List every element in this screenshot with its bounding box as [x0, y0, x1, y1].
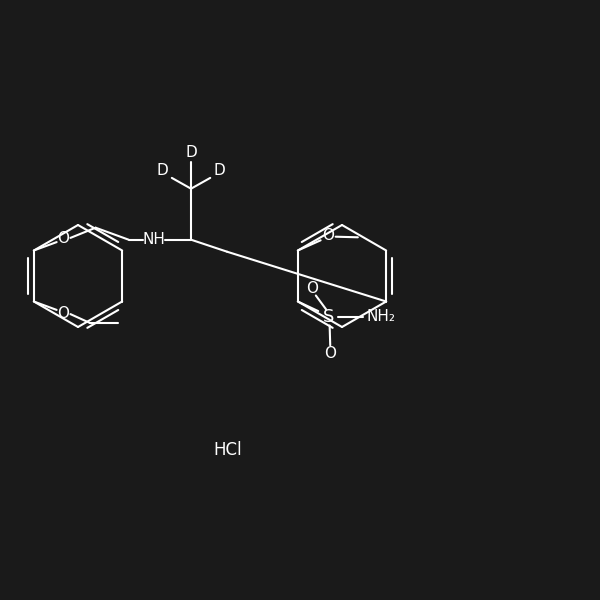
Text: HCl: HCl	[214, 441, 242, 459]
Text: O: O	[57, 231, 69, 246]
Text: O: O	[57, 306, 69, 321]
Text: D: D	[157, 163, 169, 178]
Text: O: O	[306, 281, 318, 296]
Text: D: D	[185, 145, 197, 160]
Text: NH₂: NH₂	[366, 309, 395, 324]
Text: NH: NH	[142, 232, 165, 247]
Text: S: S	[323, 307, 335, 325]
Text: O: O	[322, 228, 334, 243]
Text: O: O	[324, 346, 336, 361]
Text: D: D	[214, 163, 225, 178]
